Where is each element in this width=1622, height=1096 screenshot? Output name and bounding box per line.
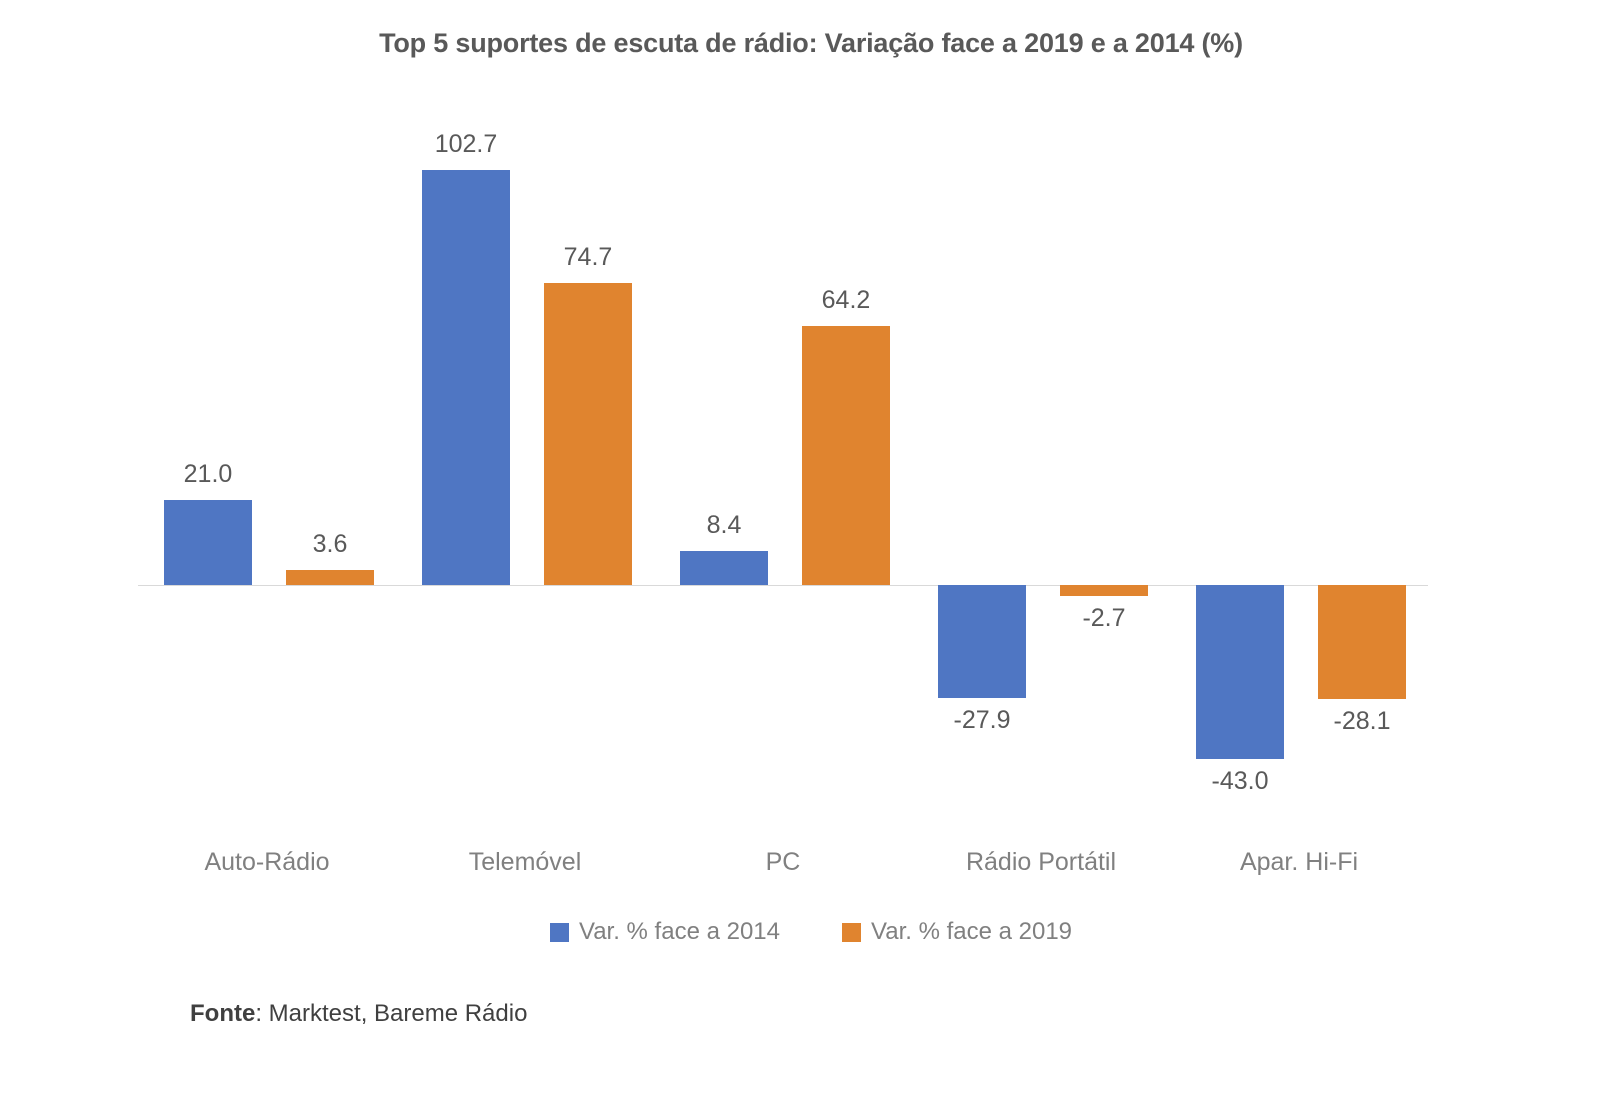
legend-label: Var. % face a 2019 bbox=[871, 918, 1073, 945]
plot-area: 21.0 3.6 102.7 74.7 8.4 64.2 -27.9 -2.7 -43.0 -28… bbox=[138, 95, 1428, 835]
bar-value-label: -43.0 bbox=[1211, 766, 1269, 795]
bar[interactable] bbox=[544, 283, 632, 585]
bar-value-label: -2.7 bbox=[1082, 603, 1126, 632]
bar[interactable] bbox=[802, 325, 890, 585]
bar[interactable] bbox=[680, 551, 768, 585]
bar-value-label: 8.4 bbox=[706, 511, 742, 540]
legend-item[interactable]: Var. % face a 2014 bbox=[549, 918, 780, 946]
bar-value-label: 102.7 bbox=[434, 130, 498, 159]
bar-value-label: 64.2 bbox=[821, 285, 871, 314]
bar[interactable] bbox=[938, 585, 1026, 698]
legend-swatch-icon bbox=[842, 922, 861, 942]
category-axis-labels: Auto-Rádio Telemóvel PC Rádio Portátil Apar.… bbox=[138, 848, 1428, 888]
bar[interactable] bbox=[164, 500, 252, 585]
bar[interactable] bbox=[286, 570, 374, 585]
legend-swatch-icon bbox=[549, 922, 569, 942]
bar-value-label: -28.1 bbox=[1333, 706, 1391, 735]
bar-value-label: 21.0 bbox=[183, 460, 233, 489]
category-label: PC bbox=[765, 848, 801, 876]
bar-group: -43.0 -28.1 bbox=[1170, 95, 1428, 835]
bar-value-label: 74.7 bbox=[563, 243, 613, 272]
bar-group: 8.4 64.2 bbox=[654, 95, 912, 835]
chart-title: Top 5 suportes de escuta de rádio: Varia… bbox=[379, 28, 1243, 58]
bar-group: -27.9 -2.7 bbox=[912, 95, 1170, 835]
bar-group: 102.7 74.7 bbox=[396, 95, 654, 835]
chart-legend: Var. % face a 2014 Var. % face a 2019 bbox=[0, 918, 1622, 946]
category-label: Apar. Hi-Fi bbox=[1239, 848, 1359, 876]
bar[interactable] bbox=[422, 170, 510, 585]
bar[interactable] bbox=[1318, 585, 1406, 699]
bar[interactable] bbox=[1060, 585, 1148, 596]
bar[interactable] bbox=[1196, 585, 1284, 759]
legend-label: Var. % face a 2014 bbox=[578, 918, 780, 945]
legend-item[interactable]: Var. % face a 2019 bbox=[842, 918, 1072, 946]
source-prefix: Fonte bbox=[190, 1000, 256, 1027]
category-label: Telemóvel bbox=[468, 848, 582, 876]
bar-value-label: -27.9 bbox=[953, 705, 1011, 734]
bar-group: 21.0 3.6 bbox=[138, 95, 396, 835]
category-label: Rádio Portátil bbox=[965, 848, 1117, 876]
zero-baseline-axis bbox=[138, 585, 1428, 586]
source-text: Marktest, Bareme Rádio bbox=[268, 1000, 528, 1027]
category-label: Auto-Rádio bbox=[204, 848, 330, 876]
source-note: Fonte: Marktest, Bareme Rádio bbox=[190, 1000, 527, 1028]
bar-value-label: 3.6 bbox=[312, 530, 348, 559]
source-separator: : bbox=[255, 1000, 269, 1027]
